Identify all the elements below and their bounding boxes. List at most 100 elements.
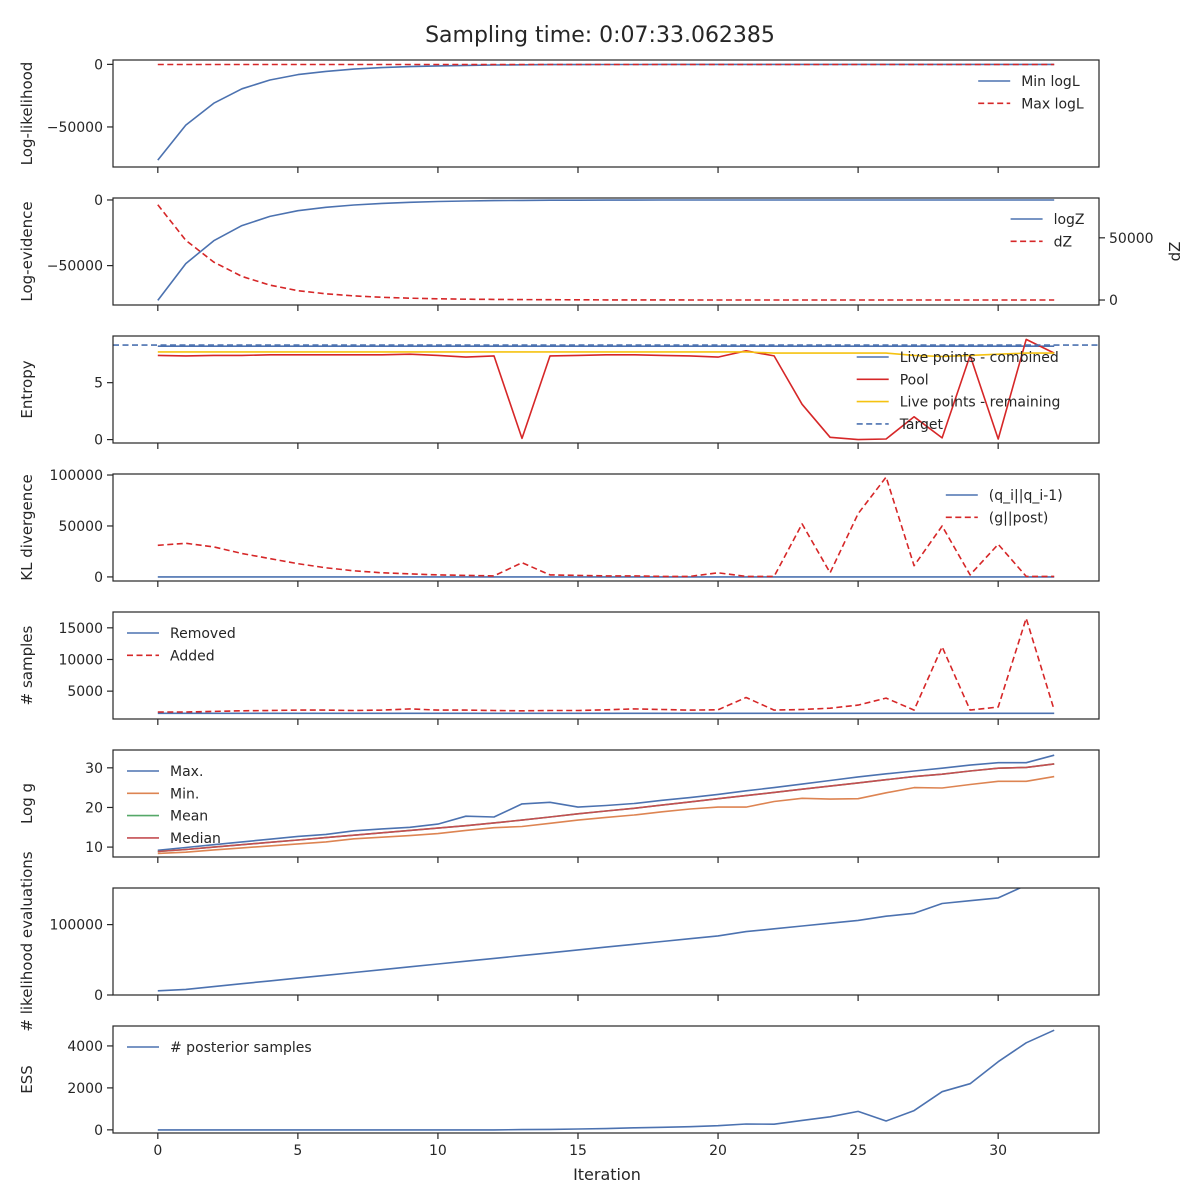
legend-label: # posterior samples: [170, 1040, 312, 1056]
y-tick-label: 100000: [50, 918, 103, 934]
series-group: [157, 1029, 1055, 1131]
panel-7: 0 5 10 15 20 25 30 0 2000 4000 ESS # posterior samp…: [18, 1025, 1100, 1159]
series-line-1: [157, 476, 1055, 578]
y-tick-label: 0: [94, 570, 103, 586]
y-tick-label: 4000: [67, 1039, 103, 1055]
series-group: [157, 888, 1022, 992]
x-tick-label: 5: [293, 1143, 302, 1159]
series-group: [157, 754, 1055, 855]
y-tick-label: 50000: [58, 519, 103, 535]
series-group: [157, 617, 1055, 715]
panel-1: 0 −50000 0 50000 dZ Log-evidence logZ dZ: [18, 193, 1184, 311]
legend-label: Live points - combined: [900, 350, 1059, 366]
series-group: [113, 338, 1099, 441]
y-tick-label: 0: [94, 433, 103, 449]
legend-label: Max.: [170, 764, 203, 780]
series-line-1: [157, 204, 1055, 301]
legend-label: Pool: [900, 372, 929, 388]
legend-label: logZ: [1054, 212, 1085, 228]
legend: # posterior samples: [127, 1040, 312, 1056]
series-line-0: [157, 754, 1055, 852]
panel-4: 5000 10000 15000 # samples Removed Added: [18, 611, 1100, 725]
panel-6: 0 100000 # likelihood evaluations: [18, 851, 1100, 1032]
series-line-0: [157, 1029, 1055, 1131]
y-axis-label: ESS: [18, 1065, 36, 1094]
legend-label: Min.: [170, 786, 199, 802]
y-tick-label: 10000: [58, 652, 103, 668]
y-axis-label: # samples: [18, 625, 36, 705]
y-tick-label: 30: [85, 761, 103, 777]
y-tick-label: 0: [94, 988, 103, 1004]
legend-label: (g||post): [989, 510, 1048, 526]
legend: (q_i||q_i-1) (g||post): [945, 488, 1063, 526]
axes-frame: [112, 473, 1100, 582]
series-line-1: [157, 775, 1055, 855]
axes-frame: [112, 749, 1100, 858]
y-tick-label: 2000: [67, 1081, 103, 1097]
legend-label: Live points - remaining: [900, 395, 1061, 411]
legend-label: Min logL: [1021, 74, 1080, 90]
series-line-0: [157, 888, 1022, 992]
legend: Live points - combined Pool Live points - …: [856, 350, 1061, 433]
y-tick-label: 10: [85, 840, 103, 856]
panel-0: 0 −50000 Log-likelihood Min logL Max logL: [18, 57, 1100, 173]
legend-label: Added: [170, 648, 215, 664]
series-line-2: [157, 351, 1055, 358]
y-tick-label: 0: [94, 57, 103, 73]
y-tick-label: 100000: [50, 468, 103, 484]
series-line-0: [157, 199, 1055, 301]
legend-label: Mean: [170, 809, 208, 825]
legend-label: dZ: [1054, 234, 1072, 250]
y2-axis-label: dZ: [1166, 242, 1184, 262]
series-group: [157, 63, 1055, 161]
series-group: [157, 199, 1055, 301]
y-axis-label: Log g: [18, 783, 36, 824]
y2-tick-label: 0: [1109, 293, 1118, 309]
series-line-1: [157, 338, 1055, 441]
x-tick-label: 0: [153, 1143, 162, 1159]
y-tick-label: 15000: [58, 621, 103, 637]
x-tick-label: 10: [429, 1143, 447, 1159]
legend: Removed Added: [127, 626, 236, 664]
axes-frame: [112, 197, 1100, 306]
axes-frame: [112, 887, 1100, 996]
y-tick-label: −50000: [47, 120, 103, 136]
y-axis-label: Entropy: [18, 360, 36, 418]
panel-3: 0 50000 100000 KL divergence (q_i||q_i-1) (g|…: [18, 468, 1100, 587]
y-axis-label: KL divergence: [18, 474, 36, 580]
y2-tick-label: 50000: [1109, 231, 1154, 247]
legend: logZ dZ: [1010, 212, 1085, 250]
legend-label: Median: [170, 831, 221, 847]
legend: Min logL Max logL: [978, 74, 1084, 112]
panel-5: 10 20 30 Log g Max. Min. Mean Median: [18, 749, 1100, 863]
legend-label: (q_i||q_i-1): [989, 488, 1063, 504]
legend-label: Removed: [170, 626, 236, 642]
series-line-3: [157, 763, 1055, 853]
x-tick-label: 15: [569, 1143, 587, 1159]
figure-title: Sampling time: 0:07:33.062385: [425, 23, 775, 48]
legend-label: Max logL: [1021, 96, 1084, 112]
y-axis-label: Log-evidence: [18, 201, 36, 301]
series-line-1: [157, 617, 1055, 713]
x-tick-label: 25: [849, 1143, 867, 1159]
axes-frame: [112, 59, 1100, 168]
series-group: [157, 476, 1055, 578]
legend: Max. Min. Mean Median: [127, 764, 221, 847]
y-tick-label: −50000: [47, 259, 103, 275]
y-tick-label: 0: [94, 193, 103, 209]
y-tick-label: 5000: [67, 684, 103, 700]
y-axis-label: # likelihood evaluations: [18, 851, 36, 1031]
x-axis-label: Iteration: [573, 1165, 641, 1184]
axes-frame: [112, 611, 1100, 720]
legend-label: Target: [899, 417, 944, 433]
x-tick-label: 20: [709, 1143, 727, 1159]
x-tick-label: 30: [989, 1143, 1007, 1159]
y-tick-label: 20: [85, 800, 103, 816]
axes-frame: [112, 335, 1100, 444]
y-tick-label: 5: [94, 376, 103, 392]
axes-frame: [112, 1025, 1100, 1134]
y-axis-label: Log-likelihood: [18, 62, 36, 166]
